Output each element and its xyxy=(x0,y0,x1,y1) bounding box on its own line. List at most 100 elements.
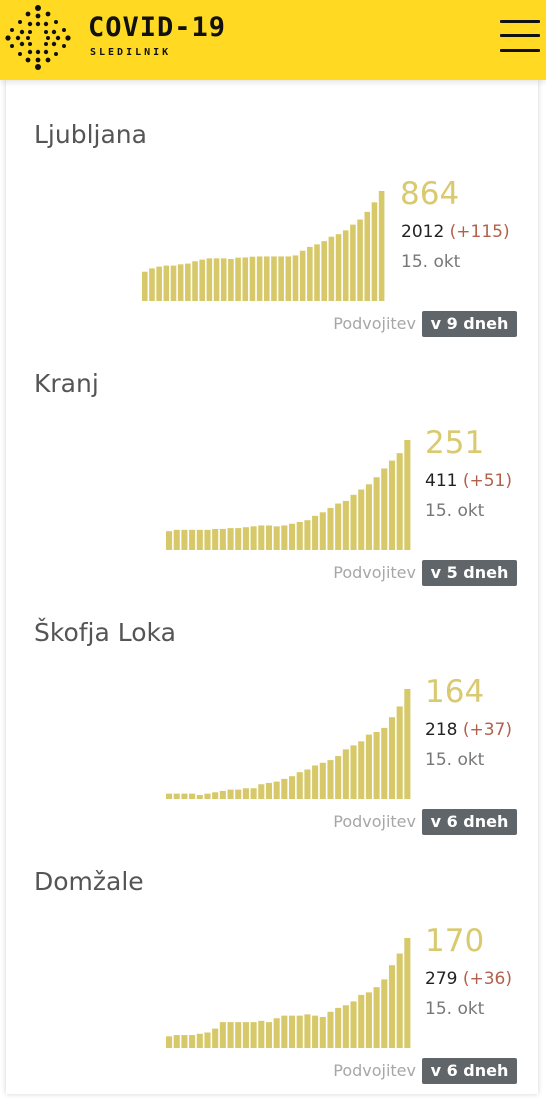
dot-grid-logo-icon[interactable] xyxy=(4,4,72,70)
app-title[interactable]: COVID-19 xyxy=(88,12,227,43)
logo-dot xyxy=(18,52,22,56)
chart-bar xyxy=(227,789,234,799)
logo-dot xyxy=(5,35,11,41)
chart-bar xyxy=(299,250,306,301)
date-label: 15. okt xyxy=(425,999,485,1019)
chart-bar xyxy=(219,528,226,550)
doubling-label: Podvojitev xyxy=(333,1061,416,1080)
logo-dot xyxy=(18,20,22,24)
chart-bar xyxy=(220,258,227,301)
chart-bar xyxy=(335,1007,342,1048)
logo-dot xyxy=(43,49,49,55)
chart-bar xyxy=(319,512,326,550)
logo-dot xyxy=(28,42,32,46)
daily-delta: (+36) xyxy=(462,969,512,989)
chart-bar xyxy=(265,525,273,550)
chart-bar xyxy=(185,263,191,301)
chart-bar xyxy=(235,257,241,301)
chart-bar xyxy=(177,264,184,301)
municipality-card: Škofja Loka 164 218 (+37) 15. okt Podvoj… xyxy=(6,618,538,848)
doubling-label: Podvojitev xyxy=(333,314,416,333)
chart-bar xyxy=(396,953,403,1048)
chart-bar xyxy=(335,756,342,799)
logo-dot xyxy=(43,21,49,27)
logo-dot xyxy=(27,49,33,55)
date-label: 15. okt xyxy=(425,501,485,521)
chart-bar xyxy=(396,706,403,799)
chart-bar xyxy=(388,965,396,1048)
doubling-label: Podvojitev xyxy=(333,563,416,582)
municipality-name: Domžale xyxy=(34,867,144,896)
chart-bar xyxy=(204,1032,211,1048)
chart-bar xyxy=(235,789,242,799)
chart-bar xyxy=(373,477,380,550)
bar-chart xyxy=(142,191,385,302)
chart-bar xyxy=(156,266,162,302)
chart-bar xyxy=(381,979,388,1048)
logo-dot xyxy=(28,30,32,34)
logo-dot xyxy=(51,41,57,47)
app-header: COVID-19 SLEDILNIK xyxy=(0,0,546,80)
logo-dot xyxy=(65,35,71,41)
logo-dot xyxy=(19,41,25,47)
chart-bar xyxy=(327,760,334,799)
chart-bar xyxy=(242,788,249,799)
chart-bar xyxy=(204,793,211,799)
chart-bar xyxy=(173,1035,180,1048)
chart-bar xyxy=(381,727,388,799)
logo-dot xyxy=(45,57,51,63)
chart-bar xyxy=(371,202,378,301)
chart-bar xyxy=(196,1033,203,1048)
chart-bar xyxy=(335,234,342,301)
chart-bar xyxy=(196,794,203,799)
chart-bar xyxy=(404,938,411,1048)
municipality-card: Kranj 251 411 (+51) 15. okt Podvojitev v… xyxy=(6,369,538,599)
logo-dot xyxy=(35,13,41,19)
logo-dot xyxy=(55,35,61,41)
chart-bar xyxy=(304,1014,311,1048)
logo-dot xyxy=(26,36,30,40)
chart-bar xyxy=(342,749,349,799)
chart-bar xyxy=(271,256,277,301)
chart-bar xyxy=(189,529,196,550)
logo-dot xyxy=(25,11,31,17)
logo-dot xyxy=(54,20,58,24)
total-cases-value: 279 xyxy=(425,969,458,989)
hamburger-menu-icon[interactable] xyxy=(500,18,540,54)
chart-bar xyxy=(235,528,242,550)
chart-bar xyxy=(206,258,213,301)
chart-bar xyxy=(289,1015,296,1048)
date-label: 15. okt xyxy=(425,750,485,770)
bar-chart xyxy=(166,938,411,1048)
chart-bar xyxy=(219,1022,226,1048)
chart-bar xyxy=(281,778,288,799)
chart-bar xyxy=(304,520,311,550)
chart-bar xyxy=(189,1035,196,1048)
chart-bar xyxy=(289,523,296,550)
chart-bar xyxy=(212,528,219,550)
chart-bar xyxy=(296,521,303,550)
chart-bar xyxy=(189,793,196,799)
chart-bar xyxy=(258,784,265,799)
chart-bar xyxy=(319,762,326,799)
logo-dot xyxy=(19,29,25,35)
chart-bar xyxy=(181,529,188,550)
daily-delta: (+115) xyxy=(449,222,510,242)
chart-bar xyxy=(365,734,372,799)
total-cases: 2012 (+115) xyxy=(401,222,510,242)
chart-bar xyxy=(342,1005,349,1048)
app-subtitle: SLEDILNIK xyxy=(90,47,172,58)
chart-bar xyxy=(328,236,335,301)
chart-bar xyxy=(364,211,371,301)
chart-bar xyxy=(312,765,319,799)
logo-dot xyxy=(25,57,31,63)
chart-bar xyxy=(219,790,226,799)
chart-bar xyxy=(378,191,385,301)
chart-bar xyxy=(358,489,365,550)
chart-bar xyxy=(149,268,155,301)
chart-bar xyxy=(213,258,220,301)
chart-bar xyxy=(321,241,327,301)
chart-bar xyxy=(235,1022,242,1048)
chart-bar xyxy=(265,782,273,799)
chart-bar xyxy=(285,256,292,301)
